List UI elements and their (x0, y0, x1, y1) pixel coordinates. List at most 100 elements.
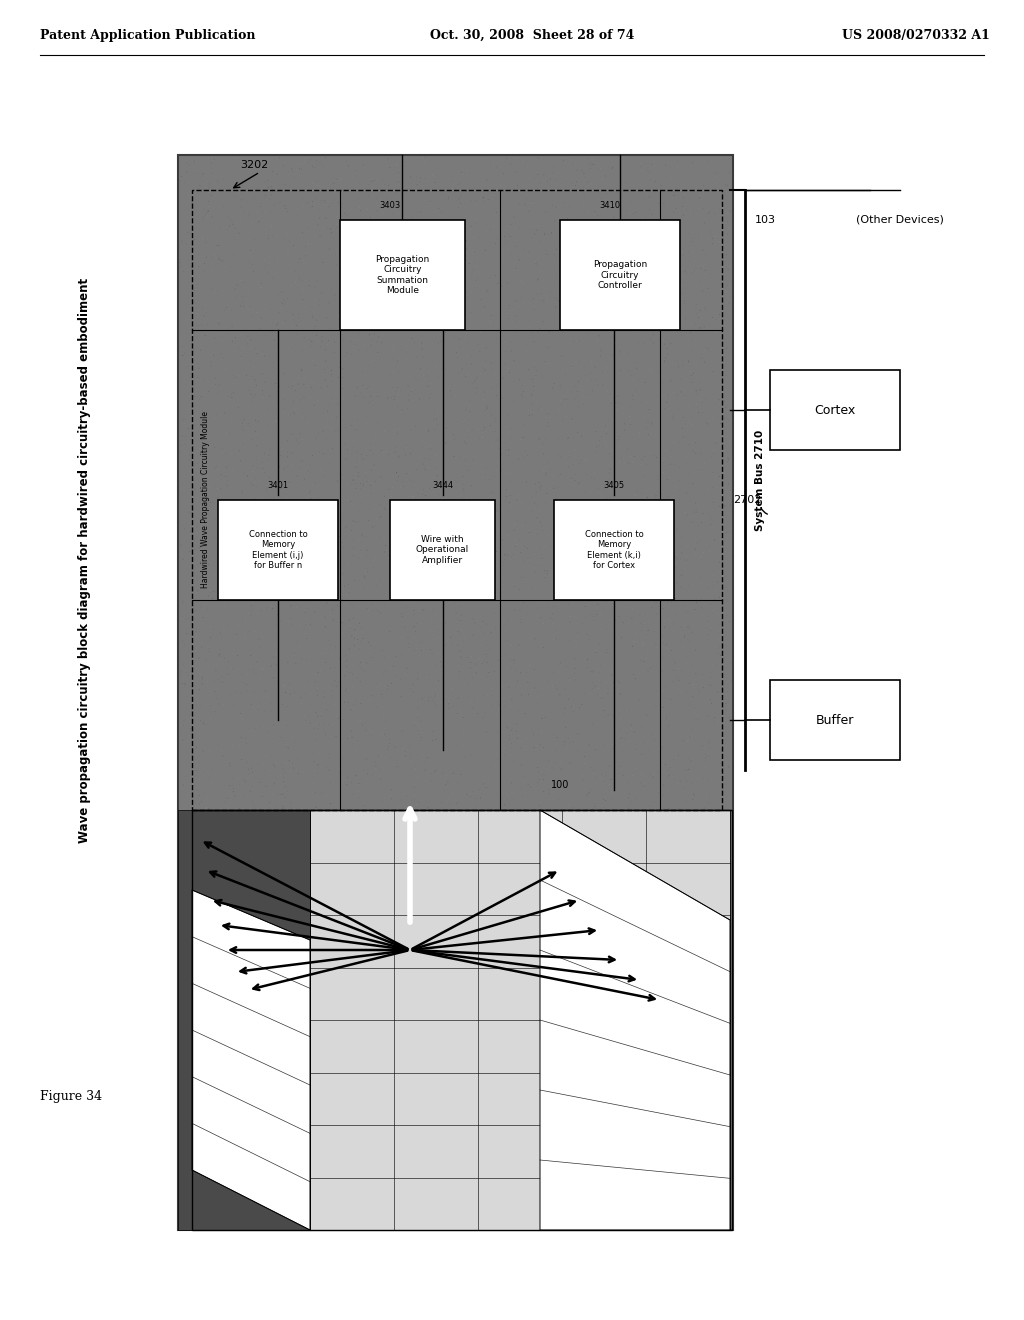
Point (352, 1082, 369, 1104)
Point (378, 238, 394, 259)
Point (224, 659, 241, 680)
Point (260, 939, 276, 960)
Point (692, 169, 709, 190)
Point (325, 846, 341, 867)
Point (220, 664, 237, 685)
Point (258, 1064, 274, 1085)
Point (236, 409, 252, 430)
Point (552, 873, 568, 894)
Point (594, 763, 610, 784)
Point (673, 368, 689, 389)
Point (450, 577, 466, 598)
Point (312, 461, 329, 482)
Point (723, 1208, 739, 1229)
Point (515, 515, 531, 536)
Point (638, 1092, 654, 1113)
Point (325, 927, 341, 948)
Point (237, 733, 253, 754)
Point (488, 228, 505, 249)
Point (222, 684, 239, 705)
Point (620, 1057, 636, 1078)
Point (715, 440, 731, 461)
Point (539, 1135, 555, 1156)
Point (468, 957, 484, 978)
Point (717, 577, 733, 598)
Point (500, 416, 516, 437)
Point (432, 697, 449, 718)
Point (243, 587, 259, 609)
Point (381, 975, 397, 997)
Point (330, 290, 346, 312)
Point (539, 564, 555, 585)
Point (324, 360, 340, 381)
Point (185, 535, 202, 556)
Point (223, 383, 240, 404)
Point (542, 282, 558, 304)
Point (188, 1179, 205, 1200)
Point (525, 380, 542, 401)
Point (584, 965, 600, 986)
Point (407, 603, 423, 624)
Point (257, 923, 273, 944)
Point (181, 705, 198, 726)
Point (182, 520, 199, 541)
Point (514, 375, 530, 396)
Point (712, 1139, 728, 1160)
Point (187, 759, 204, 780)
Point (197, 162, 213, 183)
Point (676, 895, 692, 916)
Point (474, 1003, 490, 1024)
Point (194, 465, 210, 486)
Point (204, 1192, 220, 1213)
Point (396, 152, 413, 173)
Point (539, 1196, 555, 1217)
Point (336, 280, 352, 301)
Point (505, 544, 521, 565)
Point (498, 717, 514, 738)
Point (411, 689, 427, 710)
Point (589, 375, 605, 396)
Point (454, 1052, 470, 1073)
Point (239, 535, 255, 556)
Point (454, 1032, 470, 1053)
Point (424, 954, 440, 975)
Point (311, 1064, 328, 1085)
Point (294, 972, 310, 993)
Point (716, 232, 732, 253)
Point (300, 1184, 316, 1205)
Point (701, 219, 718, 240)
Point (720, 474, 736, 495)
Point (567, 1200, 584, 1221)
Point (426, 622, 442, 643)
Point (305, 577, 322, 598)
Point (204, 1113, 220, 1134)
Point (411, 1117, 427, 1138)
Point (599, 781, 615, 803)
Point (505, 374, 521, 395)
Point (490, 748, 507, 770)
Point (267, 615, 284, 636)
Point (398, 238, 415, 259)
Point (181, 502, 198, 523)
Point (535, 552, 551, 573)
Point (581, 533, 597, 554)
Point (477, 399, 494, 420)
Point (421, 519, 437, 540)
Point (439, 771, 456, 792)
Point (293, 389, 309, 411)
Point (435, 730, 452, 751)
Point (391, 231, 408, 252)
Point (416, 285, 432, 306)
Point (313, 1049, 330, 1071)
Point (392, 220, 409, 242)
Point (440, 690, 457, 711)
Point (617, 1086, 634, 1107)
Point (264, 178, 281, 199)
Point (175, 1106, 191, 1127)
Point (544, 1077, 560, 1098)
Point (221, 833, 238, 854)
Point (584, 1088, 600, 1109)
Point (428, 1160, 444, 1181)
Point (429, 655, 445, 676)
Point (641, 1137, 657, 1158)
